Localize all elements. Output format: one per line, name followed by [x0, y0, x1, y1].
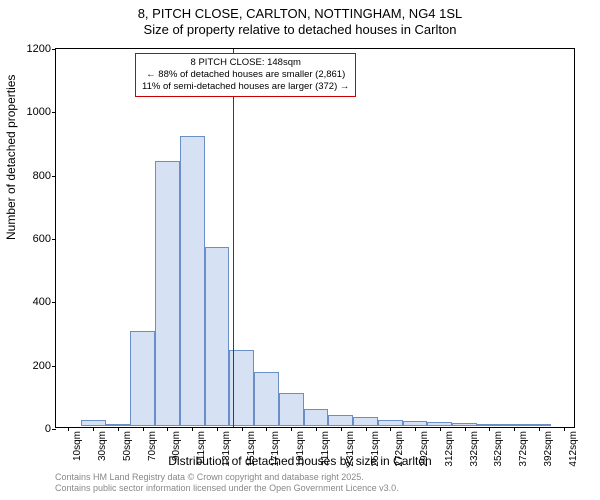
bar [279, 393, 304, 426]
bar [502, 424, 527, 426]
x-tick-mark [291, 427, 292, 431]
x-tick-mark [390, 427, 391, 431]
y-tick-label: 600 [11, 233, 51, 245]
x-axis-label: Distribution of detached houses by size … [0, 454, 600, 468]
x-tick-mark [539, 427, 540, 431]
bar [328, 415, 353, 426]
plot-wrap: 02004006008001000120010sqm30sqm50sqm70sq… [55, 48, 575, 428]
x-tick-mark [217, 427, 218, 431]
x-tick-mark [68, 427, 69, 431]
reference-line [233, 49, 234, 427]
x-tick-mark [366, 427, 367, 431]
x-tick-mark [440, 427, 441, 431]
bar [155, 161, 180, 426]
y-tick-label: 400 [11, 296, 51, 308]
x-tick-mark [564, 427, 565, 431]
bar [526, 424, 551, 426]
bar [304, 409, 329, 426]
y-tick-mark [52, 49, 56, 50]
bar [477, 424, 502, 426]
bar [205, 247, 230, 426]
x-tick-mark [489, 427, 490, 431]
x-tick-mark [465, 427, 466, 431]
annotation-line: 11% of semi-detached houses are larger (… [142, 81, 349, 93]
x-tick-mark [242, 427, 243, 431]
bar [452, 423, 477, 426]
x-tick-mark [341, 427, 342, 431]
y-tick-label: 1000 [11, 106, 51, 118]
y-tick-mark [52, 366, 56, 367]
x-tick-mark [143, 427, 144, 431]
y-tick-label: 1200 [11, 43, 51, 55]
x-tick-mark [266, 427, 267, 431]
x-tick-mark [167, 427, 168, 431]
footer-line-1: Contains HM Land Registry data © Crown c… [55, 472, 399, 483]
y-tick-mark [52, 302, 56, 303]
annotation-line: ← 88% of detached houses are smaller (2,… [142, 69, 349, 81]
bar [106, 424, 131, 426]
bar [353, 417, 378, 427]
x-tick-mark [118, 427, 119, 431]
x-tick-mark [316, 427, 317, 431]
y-tick-mark [52, 176, 56, 177]
bar [403, 421, 428, 426]
bar [130, 331, 155, 426]
footer-line-2: Contains public sector information licen… [55, 483, 399, 494]
bar [254, 372, 279, 426]
x-tick-mark [192, 427, 193, 431]
x-tick-mark [514, 427, 515, 431]
y-tick-label: 200 [11, 360, 51, 372]
y-tick-label: 800 [11, 170, 51, 182]
annotation-box: 8 PITCH CLOSE: 148sqm← 88% of detached h… [135, 53, 356, 97]
bar [180, 136, 205, 426]
x-tick-mark [93, 427, 94, 431]
y-axis-label: Number of detached properties [4, 75, 18, 240]
title-block: 8, PITCH CLOSE, CARLTON, NOTTINGHAM, NG4… [0, 0, 600, 39]
y-tick-mark [52, 429, 56, 430]
y-tick-mark [52, 239, 56, 240]
title-line-1: 8, PITCH CLOSE, CARLTON, NOTTINGHAM, NG4… [0, 6, 600, 22]
title-line-2: Size of property relative to detached ho… [0, 22, 600, 38]
chart-container: 8, PITCH CLOSE, CARLTON, NOTTINGHAM, NG4… [0, 0, 600, 500]
plot-area: 02004006008001000120010sqm30sqm50sqm70sq… [55, 48, 575, 428]
bar [427, 422, 452, 426]
bar [81, 420, 106, 426]
y-tick-mark [52, 112, 56, 113]
x-tick-mark [415, 427, 416, 431]
y-tick-label: 0 [11, 423, 51, 435]
bar [378, 420, 403, 426]
annotation-line: 8 PITCH CLOSE: 148sqm [142, 57, 349, 69]
footer-attribution: Contains HM Land Registry data © Crown c… [55, 472, 399, 494]
